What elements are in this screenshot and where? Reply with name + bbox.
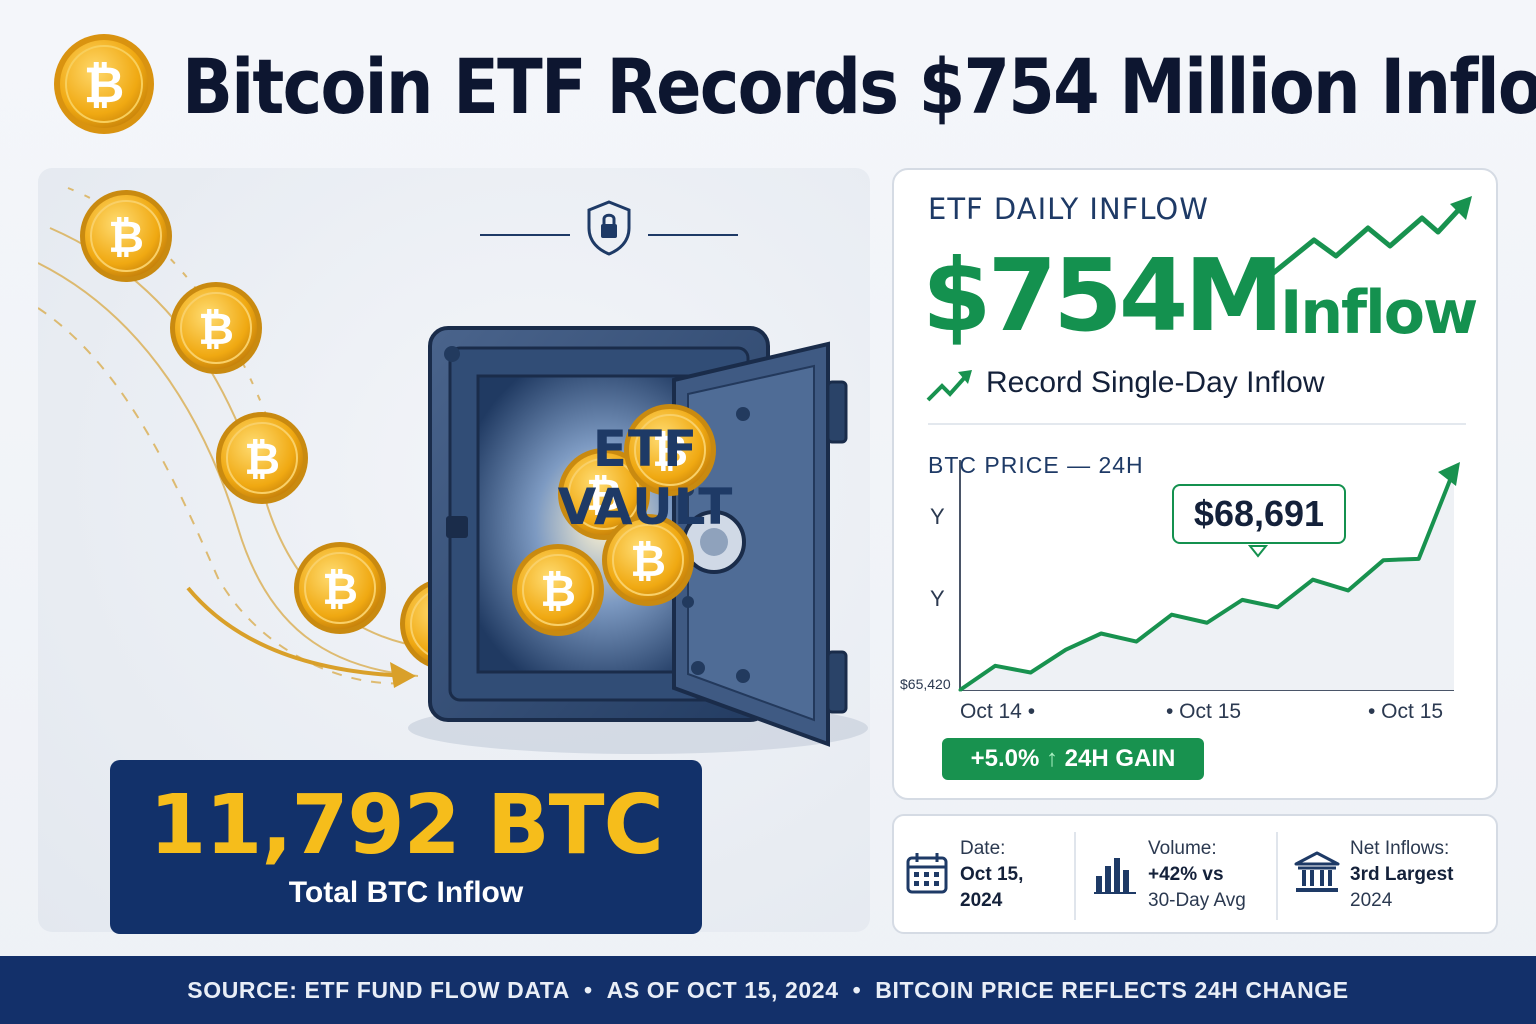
inflow-word: Inflow	[1280, 278, 1478, 348]
inflow-arrowhead	[390, 662, 416, 688]
source-footer: SOURCE: ETF FUND FLOW DATA • AS OF OCT 15,…	[0, 956, 1536, 1024]
bitcoin-coin-icon	[79, 189, 173, 283]
y-tick-label: $65,420	[900, 676, 951, 692]
stat-label: Date:	[960, 838, 1006, 859]
vault-illustration: ₿	[38, 187, 868, 754]
chart-area	[960, 470, 1454, 690]
up-arrow-icon: ↑	[1046, 745, 1058, 772]
price-chart	[926, 196, 1472, 692]
trend-small-icon	[926, 374, 968, 402]
x-tick-label: • Oct 15	[1166, 700, 1242, 723]
price-point	[1134, 640, 1138, 644]
bitcoin-coin-icon: ₿	[54, 34, 154, 134]
bank-icon	[1294, 851, 1340, 892]
bitcoin-coin-icon	[169, 281, 263, 375]
x-tick-label: Oct 14 •	[960, 700, 1036, 723]
stat-volume: Volume: +42% vs 30-Day Avg	[1092, 836, 1282, 916]
bitcoin-coin-icon	[511, 543, 605, 637]
price-point	[958, 688, 962, 692]
footer-note: BITCOIN PRICE REFLECTS 24H CHANGE	[875, 977, 1349, 1003]
price-point	[1240, 598, 1244, 602]
price-point	[993, 664, 997, 668]
callout-pointer	[1247, 545, 1269, 558]
y-tick-label: Y	[930, 504, 945, 529]
stat-value: Oct 15,	[960, 864, 1024, 885]
stat-date: Date: Oct 15, 2024	[904, 836, 1074, 916]
price-point	[1205, 621, 1209, 625]
price-point	[1417, 557, 1421, 561]
stat-value: 3rd Largest	[1350, 864, 1454, 885]
stat-label: Net Inflows:	[1350, 838, 1450, 859]
bitcoin-coin-icon	[293, 541, 387, 635]
price-point	[1064, 648, 1068, 652]
total-btc-card: 11,792 BTC Total BTC Inflow	[110, 760, 702, 934]
bitcoin-coin-icon	[215, 411, 309, 505]
x-tick-label: • Oct 15	[1368, 700, 1444, 723]
gain-value: +5.0%	[970, 745, 1040, 772]
footer-date: AS OF OCT 15, 2024	[606, 977, 839, 1003]
header: ₿ Bitcoin ETF Records $754 Million Inflo…	[0, 0, 1536, 160]
shield-lock-icon	[587, 200, 631, 256]
inflow-heading: ETF DAILY INFLOW	[928, 192, 1209, 226]
stat-value: +42% vs	[1148, 864, 1224, 885]
divider	[1074, 832, 1076, 920]
stat-label: Volume:	[1148, 838, 1217, 859]
stat-value: 2024	[1350, 890, 1393, 911]
calendar-icon	[906, 853, 948, 894]
btc-amount: 11,792 BTC	[149, 778, 664, 873]
btc-caption: Total BTC Inflow	[288, 876, 524, 909]
price-chart-heading: BTC PRICE — 24H	[928, 452, 1144, 478]
gain-label: 24H GAIN	[1064, 745, 1176, 772]
gain-badge: +5.0% ↑ 24H GAIN	[942, 738, 1204, 780]
inflow-arrow	[186, 586, 411, 678]
stats-box: Date: Oct 15, 2024 Volume: +42% vs 30-Da…	[892, 814, 1498, 934]
footer-source: SOURCE: ETF FUND FLOW DATA	[187, 977, 570, 1003]
y-tick-label: Y	[930, 586, 945, 611]
stat-value: 2024	[960, 890, 1003, 911]
svg-text:₿: ₿	[84, 56, 125, 114]
price-callout: $68,691	[1172, 484, 1346, 544]
vault-safe	[408, 326, 868, 754]
stat-value: 30-Day Avg	[1148, 890, 1246, 911]
price-point	[1276, 605, 1280, 609]
price-point	[1346, 588, 1350, 592]
price-point	[1381, 558, 1385, 562]
vault-label: ETF VAULT	[557, 420, 734, 536]
trend-arrowhead	[1438, 462, 1460, 486]
price-point	[1311, 578, 1315, 582]
divider	[1276, 832, 1278, 920]
footer-separator: •	[852, 977, 862, 1003]
price-point	[1170, 613, 1174, 617]
inflow-amount: $754M	[922, 237, 1284, 354]
record-label: Record Single-Day Inflow	[986, 366, 1325, 399]
inflow-panel: ETF DAILY INFLOW $754M Inflow Record Sin…	[892, 168, 1498, 800]
stat-net-inflows: Net Inflows: 3rd Largest 2024	[1294, 836, 1494, 916]
price-point	[1099, 632, 1103, 636]
price-point	[1029, 671, 1033, 675]
bar-chart-icon	[1094, 858, 1136, 894]
footer-separator: •	[583, 977, 593, 1003]
trend-up-icon	[1270, 202, 1466, 276]
page-title: Bitcoin ETF Records $754 Million Inflow	[182, 42, 1536, 131]
